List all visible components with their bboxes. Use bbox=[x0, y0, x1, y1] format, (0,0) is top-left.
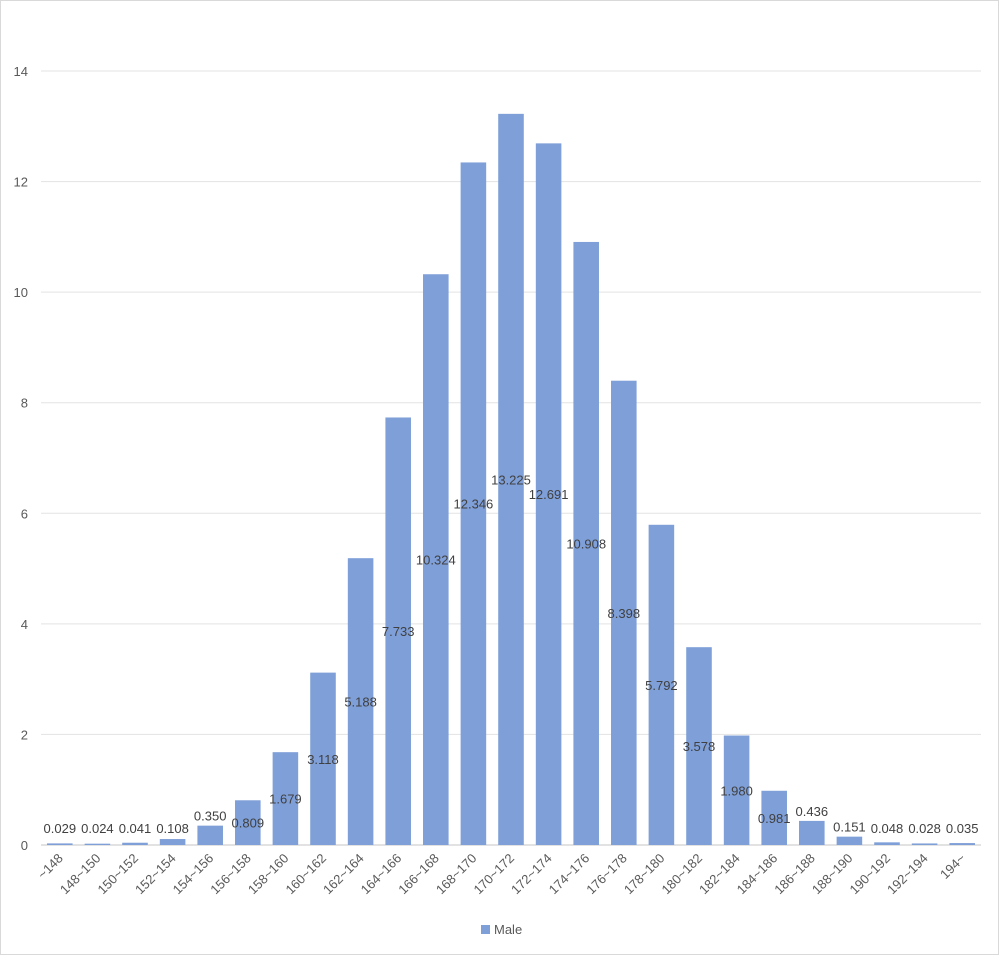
data-label: 3.118 bbox=[307, 752, 339, 767]
data-label: 0.809 bbox=[232, 816, 265, 831]
data-label: 0.108 bbox=[156, 821, 189, 836]
x-tick-label: ~148 bbox=[35, 851, 66, 882]
data-label: 0.041 bbox=[119, 821, 152, 836]
x-tick-label: 176~178 bbox=[583, 851, 630, 898]
bar bbox=[648, 524, 675, 845]
y-tick-label: 14 bbox=[14, 64, 28, 79]
x-tick-label: 164~166 bbox=[358, 851, 405, 898]
data-label: 0.048 bbox=[871, 821, 904, 836]
bar bbox=[84, 843, 111, 845]
bar bbox=[197, 825, 223, 845]
bar bbox=[498, 113, 524, 845]
data-label: 7.733 bbox=[382, 624, 415, 639]
x-tick-label: 148~150 bbox=[57, 851, 104, 898]
data-label: 0.981 bbox=[758, 811, 791, 826]
data-label: 13.225 bbox=[491, 472, 531, 487]
bar bbox=[460, 162, 487, 845]
x-tick-label: 174~176 bbox=[546, 851, 593, 898]
data-label: 5.792 bbox=[645, 678, 678, 693]
data-label: 12.691 bbox=[529, 487, 569, 502]
data-labels: 0.029 0.024 0.041 0.108 0.350 0.809 1.679 3.118… bbox=[44, 472, 979, 836]
legend-swatch-male bbox=[481, 925, 490, 934]
x-tick-label: 180~182 bbox=[658, 851, 705, 898]
data-label: 3.578 bbox=[683, 739, 716, 754]
y-tick-label: 12 bbox=[14, 175, 28, 190]
bar bbox=[573, 241, 599, 846]
data-label: 0.024 bbox=[81, 821, 114, 836]
x-tick-label: 162~164 bbox=[320, 851, 367, 898]
bar bbox=[235, 800, 261, 845]
bar bbox=[347, 558, 374, 845]
x-tick-label: 186~188 bbox=[771, 851, 818, 898]
x-tick-label: 188~190 bbox=[809, 851, 856, 898]
bar bbox=[159, 839, 186, 845]
bar bbox=[385, 417, 411, 845]
bar bbox=[799, 820, 825, 845]
data-label: 0.151 bbox=[833, 820, 866, 835]
bar bbox=[122, 842, 148, 845]
data-label: 0.350 bbox=[194, 809, 227, 824]
y-axis: 0 2 4 6 8 10 12 14 bbox=[14, 64, 28, 853]
bars bbox=[47, 113, 975, 846]
y-tick-label: 10 bbox=[14, 285, 28, 300]
y-tick-label: 0 bbox=[21, 838, 28, 853]
y-tick-label: 2 bbox=[21, 727, 28, 742]
x-tick-label: 178~180 bbox=[621, 851, 668, 898]
data-label: 0.029 bbox=[44, 821, 77, 836]
data-label: 8.398 bbox=[608, 606, 641, 621]
x-axis: ~148148~150150~152152~154154~156156~1581… bbox=[35, 850, 969, 897]
bar bbox=[272, 752, 299, 845]
bar bbox=[611, 380, 637, 845]
bar bbox=[911, 843, 938, 845]
y-tick-label: 4 bbox=[21, 617, 28, 632]
data-label: 1.679 bbox=[269, 792, 302, 807]
bar bbox=[535, 143, 562, 845]
bar bbox=[836, 836, 863, 845]
bar bbox=[310, 672, 336, 845]
legend: Male bbox=[481, 922, 522, 937]
bar bbox=[47, 843, 73, 845]
x-tick-label: 194~ bbox=[937, 850, 969, 882]
bar bbox=[723, 735, 750, 845]
x-tick-label: 150~152 bbox=[94, 851, 141, 898]
x-tick-label: 190~192 bbox=[846, 851, 893, 898]
x-tick-label: 168~170 bbox=[433, 851, 480, 898]
x-tick-label: 160~162 bbox=[282, 851, 329, 898]
bar bbox=[874, 842, 900, 845]
x-tick-label: 192~194 bbox=[884, 851, 931, 898]
y-tick-label: 8 bbox=[21, 396, 28, 411]
data-label: 0.436 bbox=[796, 804, 829, 819]
data-label: 0.028 bbox=[908, 821, 941, 836]
y-tick-label: 6 bbox=[21, 506, 28, 521]
data-label: 5.188 bbox=[344, 695, 377, 710]
legend-label-male: Male bbox=[494, 922, 522, 937]
x-tick-label: 170~172 bbox=[470, 851, 517, 898]
x-tick-label: 182~184 bbox=[696, 851, 743, 898]
x-tick-label: 152~154 bbox=[132, 851, 179, 898]
x-tick-label: 172~174 bbox=[508, 851, 555, 898]
x-tick-label: 158~160 bbox=[245, 851, 292, 898]
data-label: 10.324 bbox=[416, 553, 456, 568]
bar bbox=[423, 274, 449, 845]
x-tick-label: 154~156 bbox=[170, 851, 217, 898]
bar bbox=[949, 843, 975, 845]
x-tick-label: 166~168 bbox=[395, 851, 442, 898]
data-label: 10.908 bbox=[566, 536, 606, 551]
data-label: 1.980 bbox=[720, 783, 753, 798]
x-tick-label: 184~186 bbox=[734, 851, 781, 898]
data-label: 12.346 bbox=[454, 497, 494, 512]
x-tick-label: 156~158 bbox=[207, 851, 254, 898]
bar bbox=[761, 790, 787, 845]
data-label: 0.035 bbox=[946, 821, 979, 836]
bar bbox=[686, 647, 712, 845]
